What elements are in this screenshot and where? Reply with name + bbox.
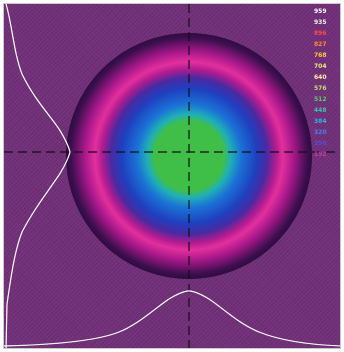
- legend-item: 959: [314, 8, 327, 15]
- legend-item: 704: [314, 63, 327, 70]
- vertical-profile-curve: [5, 4, 71, 348]
- intensity-legend: 959 935 896 827 768 704 640 576 512 448 …: [314, 7, 336, 160]
- legend-item: 384: [314, 118, 327, 125]
- legend-item: 320: [314, 129, 327, 136]
- legend-item: 256: [314, 140, 327, 147]
- legend-item: 448: [314, 107, 327, 114]
- legend-item: 768: [314, 52, 327, 59]
- legend-item: 512: [314, 96, 327, 103]
- horizontal-profile-curve: [4, 290, 340, 347]
- legend-item: 896: [314, 30, 327, 37]
- legend-item: 576: [314, 85, 327, 92]
- legend-item: 935: [314, 19, 327, 26]
- profile-overlay: [4, 4, 340, 348]
- legend-item: 827: [314, 41, 327, 48]
- beam-profile-view: 959 935 896 827 768 704 640 576 512 448 …: [3, 3, 341, 349]
- legend-item: 640: [314, 74, 327, 81]
- legend-item: 192: [314, 151, 327, 158]
